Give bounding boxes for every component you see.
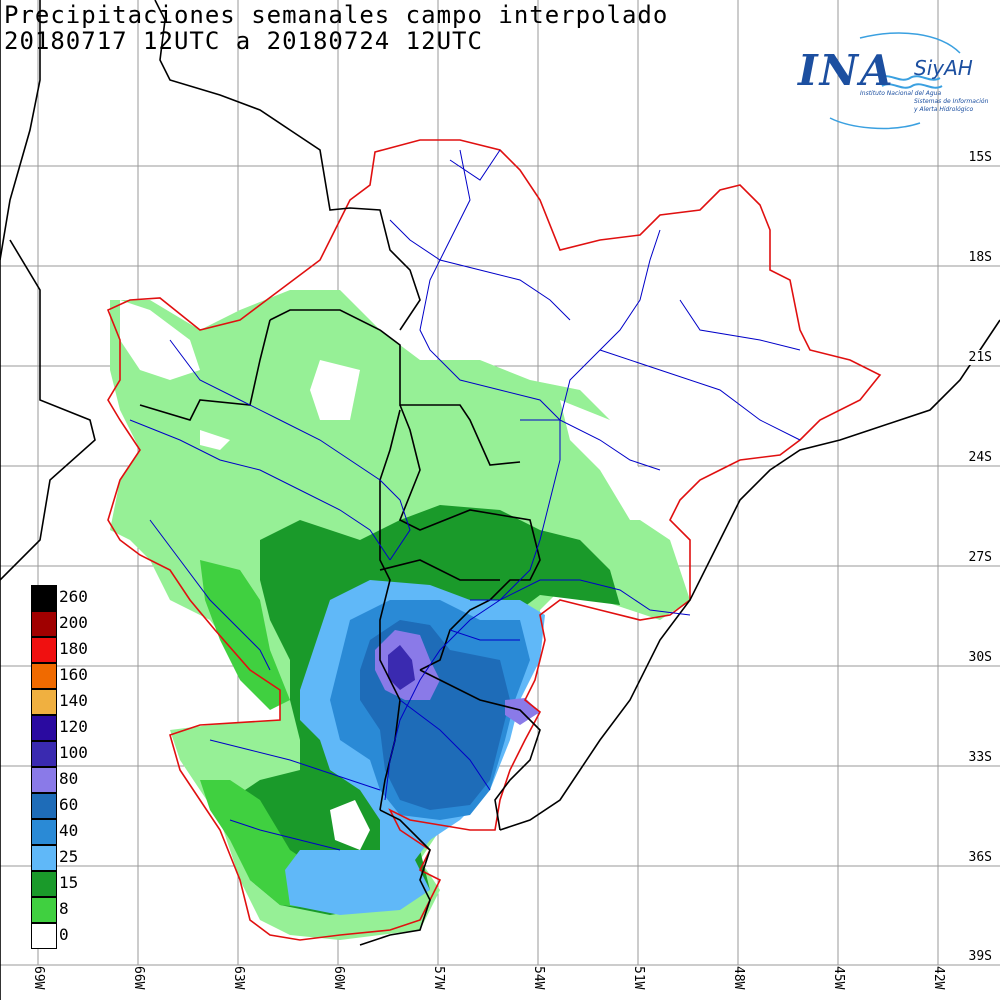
- legend-entry: 0: [31, 923, 111, 949]
- legend-entry: 8: [31, 897, 111, 923]
- legend-label: 160: [59, 665, 88, 684]
- field-0mm-east: [560, 400, 650, 520]
- longitude-label: 54W: [531, 966, 546, 990]
- legend-entry: 40: [31, 819, 111, 845]
- map-period: 20180717 12UTC a 20180724 12UTC: [4, 27, 483, 55]
- rivers: [129, 149, 801, 851]
- legend-entry: 25: [31, 845, 111, 871]
- legend-entry: 60: [31, 793, 111, 819]
- legend-swatch: [31, 715, 57, 741]
- logo-org-text: Instituto Nacional del Agua: [860, 90, 942, 97]
- longitude-label: 57W: [431, 966, 446, 990]
- longitude-label: 66W: [131, 966, 146, 990]
- legend-label: 120: [59, 717, 88, 736]
- legend-swatch: [31, 923, 57, 949]
- legend-label: 0: [59, 925, 69, 944]
- legend-label: 180: [59, 639, 88, 658]
- legend-label: 60: [59, 795, 79, 814]
- legend-label: 260: [59, 587, 88, 606]
- legend-entry: 140: [31, 689, 111, 715]
- legend-label: 200: [59, 613, 88, 632]
- legend-swatch: [31, 637, 57, 663]
- legend-entry: 200: [31, 611, 111, 637]
- latitude-label: 24S: [966, 450, 994, 465]
- map-title: Precipitaciones semanales campo interpol…: [4, 1, 669, 29]
- precipitation-fields: [110, 290, 690, 940]
- longitude-label: 60W: [331, 966, 346, 990]
- field-0mm-south: [330, 800, 370, 850]
- legend-swatch: [31, 611, 57, 637]
- latitude-label: 39S: [966, 949, 994, 964]
- legend-label: 140: [59, 691, 88, 710]
- legend-swatch: [31, 767, 57, 793]
- legend-label: 25: [59, 847, 79, 866]
- latitude-label: 27S: [966, 550, 994, 565]
- longitude-label: 42W: [931, 966, 946, 990]
- legend-swatch: [31, 897, 57, 923]
- legend-swatch: [31, 819, 57, 845]
- latitude-label: 21S: [966, 350, 994, 365]
- legend-swatch: [31, 689, 57, 715]
- latitude-label: 30S: [966, 650, 994, 665]
- basin-outline: [106, 139, 882, 941]
- logo-ina-text: INA: [798, 46, 895, 95]
- legend-entry: 80: [31, 767, 111, 793]
- longitude-label: 51W: [631, 966, 646, 990]
- legend-label: 8: [59, 899, 69, 918]
- field-0mm-central: [310, 360, 360, 420]
- legend-entry: 120: [31, 715, 111, 741]
- logo-swoosh-icon: [829, 32, 961, 130]
- longitude-label: 48W: [731, 966, 746, 990]
- legend-label: 40: [59, 821, 79, 840]
- legend-swatch: [31, 845, 57, 871]
- latitude-label: 36S: [966, 850, 994, 865]
- logo-system-text-1: Sistemas de Información: [914, 98, 989, 105]
- latitude-label: 33S: [966, 750, 994, 765]
- legend-entry: 260: [31, 585, 111, 611]
- legend-label: 80: [59, 769, 79, 788]
- field-100mm: [388, 645, 415, 690]
- legend-label: 15: [59, 873, 79, 892]
- longitude-label: 45W: [831, 966, 846, 990]
- legend-swatch: [31, 741, 57, 767]
- legend-entry: 180: [31, 637, 111, 663]
- field-0mm-pocket: [200, 430, 230, 450]
- legend-entry: 100: [31, 741, 111, 767]
- logo-system-text-2: y Alerta Hidrológico: [914, 106, 974, 113]
- legend-entry: 15: [31, 871, 111, 897]
- legend-swatch: [31, 793, 57, 819]
- longitude-label: 63W: [231, 966, 246, 990]
- ina-siyah-logo: INA SiyAH Instituto Nacional del Agua Si…: [790, 28, 1000, 138]
- longitude-label: 69W: [31, 966, 46, 990]
- precipitation-legend: 260 200 180 160 140 120 100 80 60 40 25 15 8 0: [31, 585, 111, 949]
- logo-siyah-text: SiyAH: [914, 56, 973, 80]
- legend-entry: 160: [31, 663, 111, 689]
- legend-label: 100: [59, 743, 88, 762]
- latitude-label: 15S: [966, 150, 994, 165]
- field-0mm-north: [120, 300, 200, 380]
- legend-swatch: [31, 871, 57, 897]
- legend-swatch: [31, 585, 57, 611]
- latitude-label: 18S: [966, 250, 994, 265]
- legend-swatch: [31, 663, 57, 689]
